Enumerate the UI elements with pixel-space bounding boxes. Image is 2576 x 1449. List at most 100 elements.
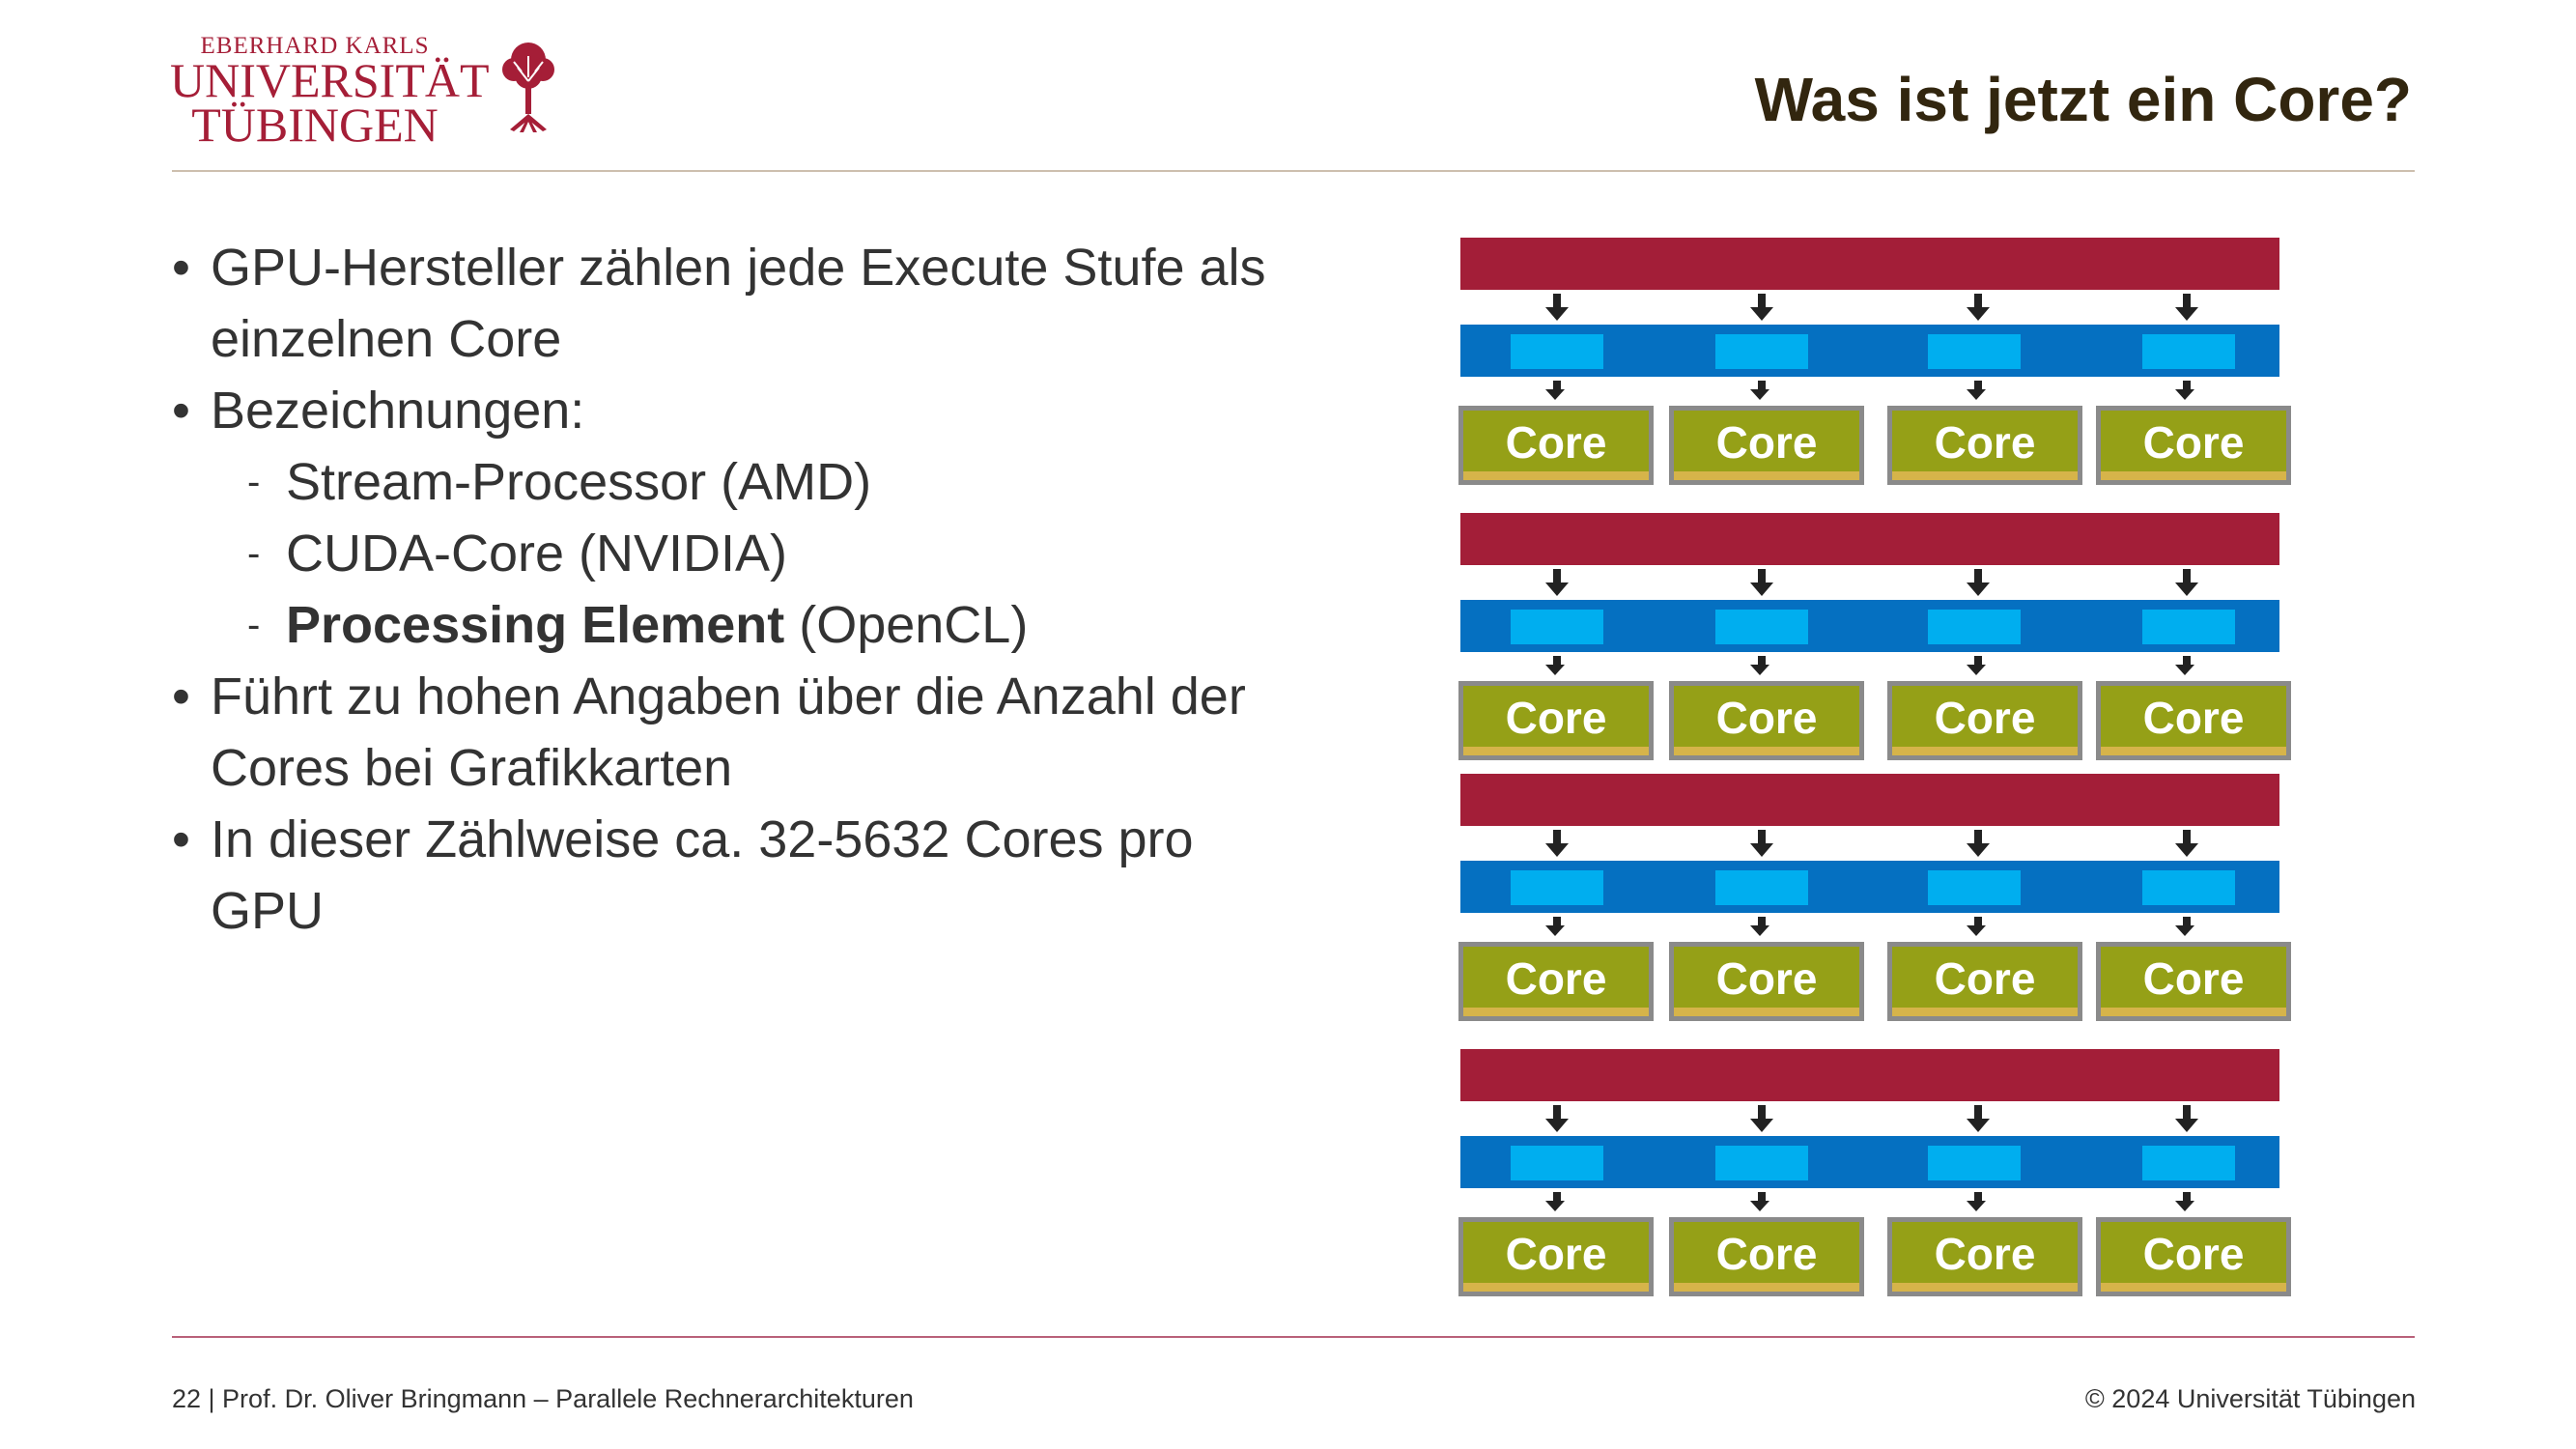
core-label: Core xyxy=(1674,418,1859,467)
core-box: Core xyxy=(1458,406,1654,485)
arrow-down-icon xyxy=(1967,656,1990,677)
arrow-down-icon xyxy=(1750,381,1773,402)
arrow-down-icon xyxy=(2175,1192,2198,1213)
core-label: Core xyxy=(1674,954,1859,1003)
arrow-down-icon xyxy=(2175,656,2198,677)
arrow-down-icon xyxy=(1967,569,1990,598)
decode-unit xyxy=(1715,870,1808,905)
core-box: Core xyxy=(2096,1217,2291,1296)
core-group: Core Core Core Core xyxy=(1449,1043,2318,1294)
arrow-down-icon xyxy=(1545,917,1569,938)
decode-unit xyxy=(1928,610,2021,644)
fetch-stage-bar xyxy=(1460,238,2279,290)
fetch-stage-bar xyxy=(1460,1049,2279,1101)
arrow-down-icon xyxy=(2175,294,2198,323)
core-label: Core xyxy=(1674,694,1859,742)
decode-unit xyxy=(2142,1146,2235,1180)
fetch-stage-bar xyxy=(1460,513,2279,565)
gpu-core-diagram: Core Core Core Core Core Core Core Core Core Core… xyxy=(1449,232,2318,1314)
decode-unit xyxy=(2142,334,2235,369)
decode-unit xyxy=(2142,610,2235,644)
decode-unit xyxy=(1511,334,1603,369)
arrow-down-icon xyxy=(2175,830,2198,859)
bullet-item: Bezeichnungen: xyxy=(172,375,1312,446)
core-label: Core xyxy=(1463,418,1649,467)
arrow-down-icon xyxy=(2175,569,2198,598)
arrow-down-icon xyxy=(2175,917,2198,938)
arrow-down-icon xyxy=(1967,830,1990,859)
arrow-down-icon xyxy=(2175,381,2198,402)
arrow-down-icon xyxy=(1750,1105,1773,1134)
core-box: Core xyxy=(1887,942,2082,1021)
decode-unit xyxy=(1928,334,2021,369)
core-box: Core xyxy=(2096,681,2291,760)
core-label: Core xyxy=(1674,1230,1859,1278)
bullet-text: (OpenCL) xyxy=(784,596,1028,654)
decode-unit xyxy=(1511,870,1603,905)
decode-unit xyxy=(1928,870,2021,905)
footer-copyright: © 2024 Universität Tübingen xyxy=(2085,1384,2416,1414)
bullet-list: GPU-Hersteller zählen jede Execute Stufe… xyxy=(172,232,1312,947)
arrow-down-icon xyxy=(1750,569,1773,598)
core-box: Core xyxy=(1458,942,1654,1021)
core-box: Core xyxy=(1887,1217,2082,1296)
decode-unit xyxy=(1511,1146,1603,1180)
bullet-item: GPU-Hersteller zählen jede Execute Stufe… xyxy=(172,232,1312,375)
arrow-down-icon xyxy=(1967,917,1990,938)
decode-unit xyxy=(1715,610,1808,644)
arrow-down-icon xyxy=(2175,1105,2198,1134)
decode-unit xyxy=(1715,334,1808,369)
arrow-down-icon xyxy=(1750,294,1773,323)
arrow-down-icon xyxy=(1750,917,1773,938)
arrow-down-icon xyxy=(1967,1105,1990,1134)
arrow-down-icon xyxy=(1545,294,1569,323)
core-box: Core xyxy=(1458,681,1654,760)
core-group: Core Core Core Core xyxy=(1449,768,2318,1019)
arrow-down-icon xyxy=(1545,569,1569,598)
arrow-down-icon xyxy=(1545,830,1569,859)
core-box: Core xyxy=(1887,406,2082,485)
university-logo: EBERHARD KARLS UNIVERSITÄT TÜBINGEN xyxy=(170,33,576,139)
core-label: Core xyxy=(1892,954,2078,1003)
core-box: Core xyxy=(2096,406,2291,485)
slide-title: Was ist jetzt ein Core? xyxy=(1755,64,2412,135)
core-label: Core xyxy=(1892,1230,2078,1278)
decode-stage-bar xyxy=(1460,861,2279,913)
core-box: Core xyxy=(1458,1217,1654,1296)
decode-unit xyxy=(1928,1146,2021,1180)
decode-stage-bar xyxy=(1460,325,2279,377)
sub-bullet-item: Processing Element (OpenCL) xyxy=(172,589,1312,661)
core-label: Core xyxy=(1463,1230,1649,1278)
core-label: Core xyxy=(1463,694,1649,742)
core-box: Core xyxy=(1669,1217,1864,1296)
core-label: Core xyxy=(2101,954,2286,1003)
fetch-stage-bar xyxy=(1460,774,2279,826)
core-label: Core xyxy=(1892,694,2078,742)
decode-stage-bar xyxy=(1460,1136,2279,1188)
logo-line-3: TÜBINGEN xyxy=(170,100,460,149)
arrow-down-icon xyxy=(1967,294,1990,323)
core-group: Core Core Core Core xyxy=(1449,507,2318,758)
core-box: Core xyxy=(1887,681,2082,760)
arrow-down-icon xyxy=(1545,656,1569,677)
decode-stage-bar xyxy=(1460,600,2279,652)
core-label: Core xyxy=(1463,954,1649,1003)
header-divider xyxy=(172,170,2415,172)
arrow-down-icon xyxy=(1545,381,1569,402)
sub-bullet-item: CUDA-Core (NVIDIA) xyxy=(172,518,1312,589)
arrow-down-icon xyxy=(1750,830,1773,859)
tree-emblem-icon xyxy=(500,39,556,133)
arrow-down-icon xyxy=(1545,1105,1569,1134)
sub-bullet-item: Stream-Processor (AMD) xyxy=(172,446,1312,518)
arrow-down-icon xyxy=(1545,1192,1569,1213)
arrow-down-icon xyxy=(1750,1192,1773,1213)
bullet-item: Führt zu hohen Angaben über die Anzahl d… xyxy=(172,661,1312,804)
arrow-down-icon xyxy=(1967,1192,1990,1213)
core-box: Core xyxy=(1669,406,1864,485)
core-box: Core xyxy=(1669,681,1864,760)
bullet-item: In dieser Zählweise ca. 32-5632 Cores pr… xyxy=(172,804,1312,947)
core-group: Core Core Core Core xyxy=(1449,232,2318,483)
bullet-bold-text: Processing Element xyxy=(286,596,784,654)
core-label: Core xyxy=(2101,1230,2286,1278)
